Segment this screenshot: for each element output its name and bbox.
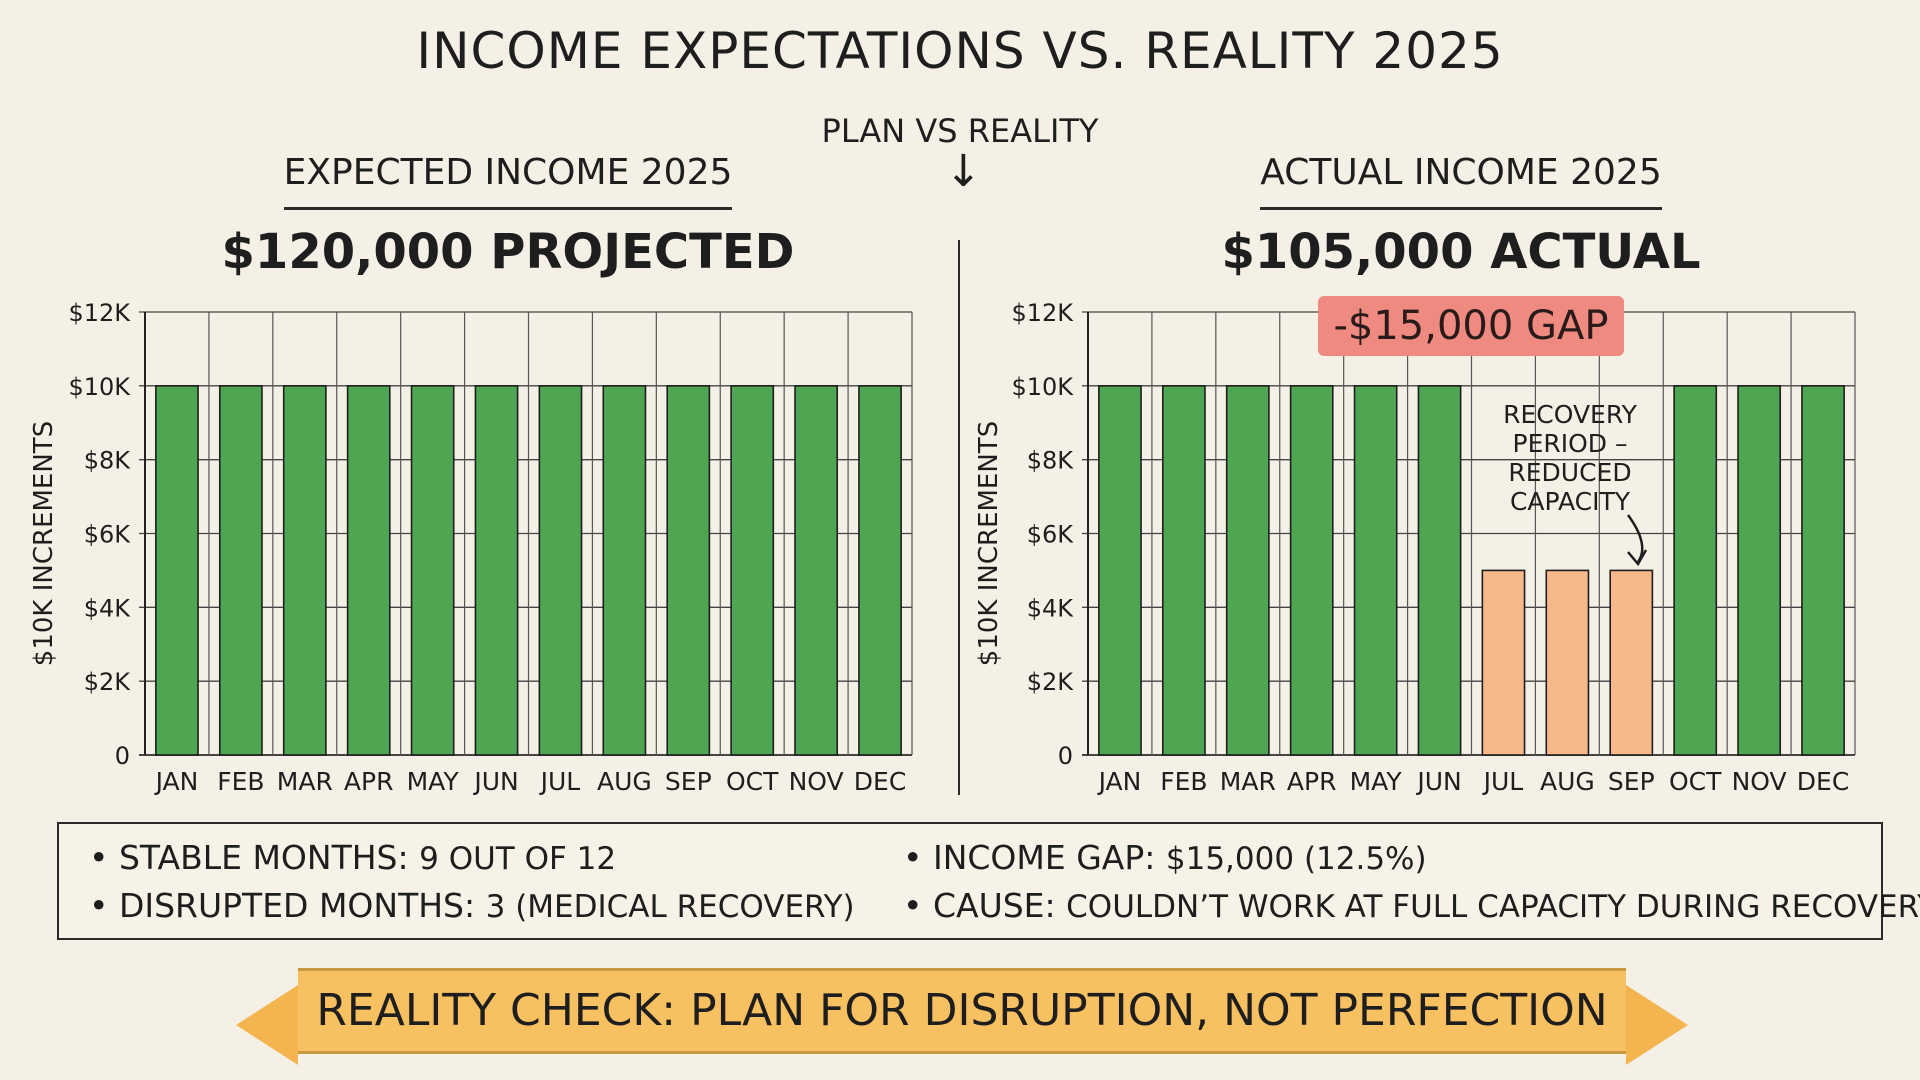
bar [282, 385, 327, 756]
x-tick-label: SEP [1608, 767, 1655, 796]
x-tick-label: FEB [217, 767, 264, 796]
bar [1353, 385, 1398, 756]
annotation-line: RECOVERY [1503, 400, 1637, 429]
y-tick-label: $8K [1027, 447, 1075, 475]
bar [858, 385, 902, 756]
page-title: INCOME EXPECTATIONS VS. REALITY 2025 [416, 22, 1504, 80]
stat-value: COULDN’T WORK AT FULL CAPACITY DURING RE… [1066, 889, 1920, 925]
stat-stable-months: • STABLE MONTHS: 9 OUT OF 12 [89, 838, 617, 877]
x-tick-label: DEC [1797, 767, 1850, 796]
banner-bold: REALITY CHECK: [316, 985, 677, 1036]
x-tick-label: MAR [277, 767, 333, 796]
stat-value: 9 OUT OF 12 [419, 841, 617, 877]
reality-check-banner: REALITY CHECK: PLAN FOR DISRUPTION, NOT … [298, 968, 1626, 1054]
y-tick-label: $6K [1027, 521, 1075, 549]
bar [1801, 385, 1845, 756]
bar [218, 385, 263, 756]
x-tick-label: FEB [1160, 767, 1207, 796]
x-tick-label: MAY [1350, 767, 1403, 796]
bar [346, 385, 391, 756]
bar [1225, 385, 1270, 756]
bar-disrupted [1609, 569, 1654, 756]
bar [538, 385, 583, 756]
y-tick-label: $4K [84, 594, 132, 622]
x-tick-label: JUL [1482, 767, 1524, 796]
x-tick-label: AUG [1540, 767, 1595, 796]
x-tick-label: SEP [665, 767, 712, 796]
y-tick-label: $10K [1011, 373, 1074, 401]
x-tick-label: DEC [854, 767, 907, 796]
bar [1161, 385, 1206, 756]
banner-ribbon-tail-left [236, 985, 298, 1065]
bar [794, 385, 839, 756]
bar-disrupted [1545, 569, 1590, 756]
x-tick-label: JUN [1415, 767, 1461, 796]
actual-heading: ACTUAL INCOME 2025 [1260, 152, 1662, 210]
expected-heading: EXPECTED INCOME 2025 [283, 152, 733, 210]
annotation-line: REDUCED [1508, 458, 1632, 487]
stat-value: $15,000 (12.5%) [1165, 841, 1427, 877]
y-tick-label: $6K [84, 521, 132, 549]
bar [666, 385, 711, 756]
stat-disrupted-months: • DISRUPTED MONTHS: 3 (MEDICAL RECOVERY) [89, 886, 855, 925]
bar [474, 385, 519, 756]
bar [1289, 385, 1334, 756]
bar [730, 385, 775, 756]
y-axis-label: $10K INCREMENTS [29, 421, 59, 666]
y-tick-label: $2K [84, 668, 132, 696]
stat-label: STABLE MONTHS: [118, 838, 409, 877]
y-tick-label: $2K [1027, 668, 1075, 696]
banner-rest: PLAN FOR DISRUPTION, NOT PERFECTION [690, 985, 1608, 1036]
x-tick-label: AUG [597, 767, 652, 796]
banner-ribbon-tail-right [1626, 985, 1688, 1065]
annotation-line: PERIOD – [1512, 429, 1628, 458]
x-tick-label: MAR [1220, 767, 1276, 796]
x-tick-label: JUN [472, 767, 518, 796]
stat-label: DISRUPTED MONTHS: [118, 886, 476, 925]
y-tick-label: 0 [1058, 742, 1073, 770]
x-tick-label: OCT [1669, 767, 1722, 796]
gap-badge: -$15,000 GAP [1318, 296, 1624, 356]
x-tick-label: JUL [539, 767, 581, 796]
x-tick-label: APR [1287, 767, 1337, 796]
x-tick-label: NOV [1732, 767, 1787, 796]
stat-income-gap: • INCOME GAP: $15,000 (12.5%) [903, 838, 1427, 877]
bar [155, 385, 199, 756]
y-tick-label: $4K [1027, 594, 1075, 622]
bar [1673, 385, 1718, 756]
actual-amount: $105,000 ACTUAL [1221, 224, 1701, 280]
y-tick-label: 0 [115, 742, 130, 770]
panel-divider [958, 240, 960, 795]
bar [410, 385, 455, 756]
x-tick-label: NOV [789, 767, 844, 796]
x-tick-label: JAN [154, 767, 199, 796]
bar [602, 385, 647, 756]
stats-box: • STABLE MONTHS: 9 OUT OF 12 • DISRUPTED… [57, 822, 1920, 940]
bar [1737, 385, 1782, 756]
bar-disrupted [1481, 569, 1526, 756]
y-axis-label: $10K INCREMENTS [974, 421, 1004, 666]
stat-label: CAUSE: [932, 886, 1056, 925]
recovery-annotation: RECOVERY PERIOD – REDUCED CAPACITY [1470, 400, 1670, 516]
bar [1417, 385, 1462, 756]
x-tick-label: OCT [726, 767, 779, 796]
stat-label: INCOME GAP: [932, 838, 1156, 877]
x-tick-label: MAY [407, 767, 460, 796]
x-tick-label: APR [344, 767, 394, 796]
expected-amount: $120,000 PROJECTED [221, 224, 795, 280]
plan-vs-reality-label: PLAN VS REALITY [821, 112, 1099, 150]
actual-panel-header: ACTUAL INCOME 2025 $105,000 ACTUAL [1151, 152, 1771, 280]
annotation-line: CAPACITY [1509, 487, 1631, 516]
y-tick-label: $12K [1011, 299, 1074, 327]
x-tick-label: JAN [1097, 767, 1142, 796]
y-tick-label: $12K [68, 299, 131, 327]
income-charts: 0 $2K $4K $6K $8K $10K $12K $10K INCREMENTS JAN F… [29, 299, 1856, 796]
annotation-arrowhead [1627, 549, 1648, 567]
y-tick-label: $10K [68, 373, 131, 401]
stat-value: 3 (MEDICAL RECOVERY) [485, 889, 855, 925]
stat-cause: • CAUSE: COULDN’T WORK AT FULL CAPACITY … [903, 886, 1920, 925]
bar [1098, 385, 1142, 756]
y-tick-label: $8K [84, 447, 132, 475]
expected-panel-header: EXPECTED INCOME 2025 $120,000 PROJECTED [198, 152, 818, 280]
